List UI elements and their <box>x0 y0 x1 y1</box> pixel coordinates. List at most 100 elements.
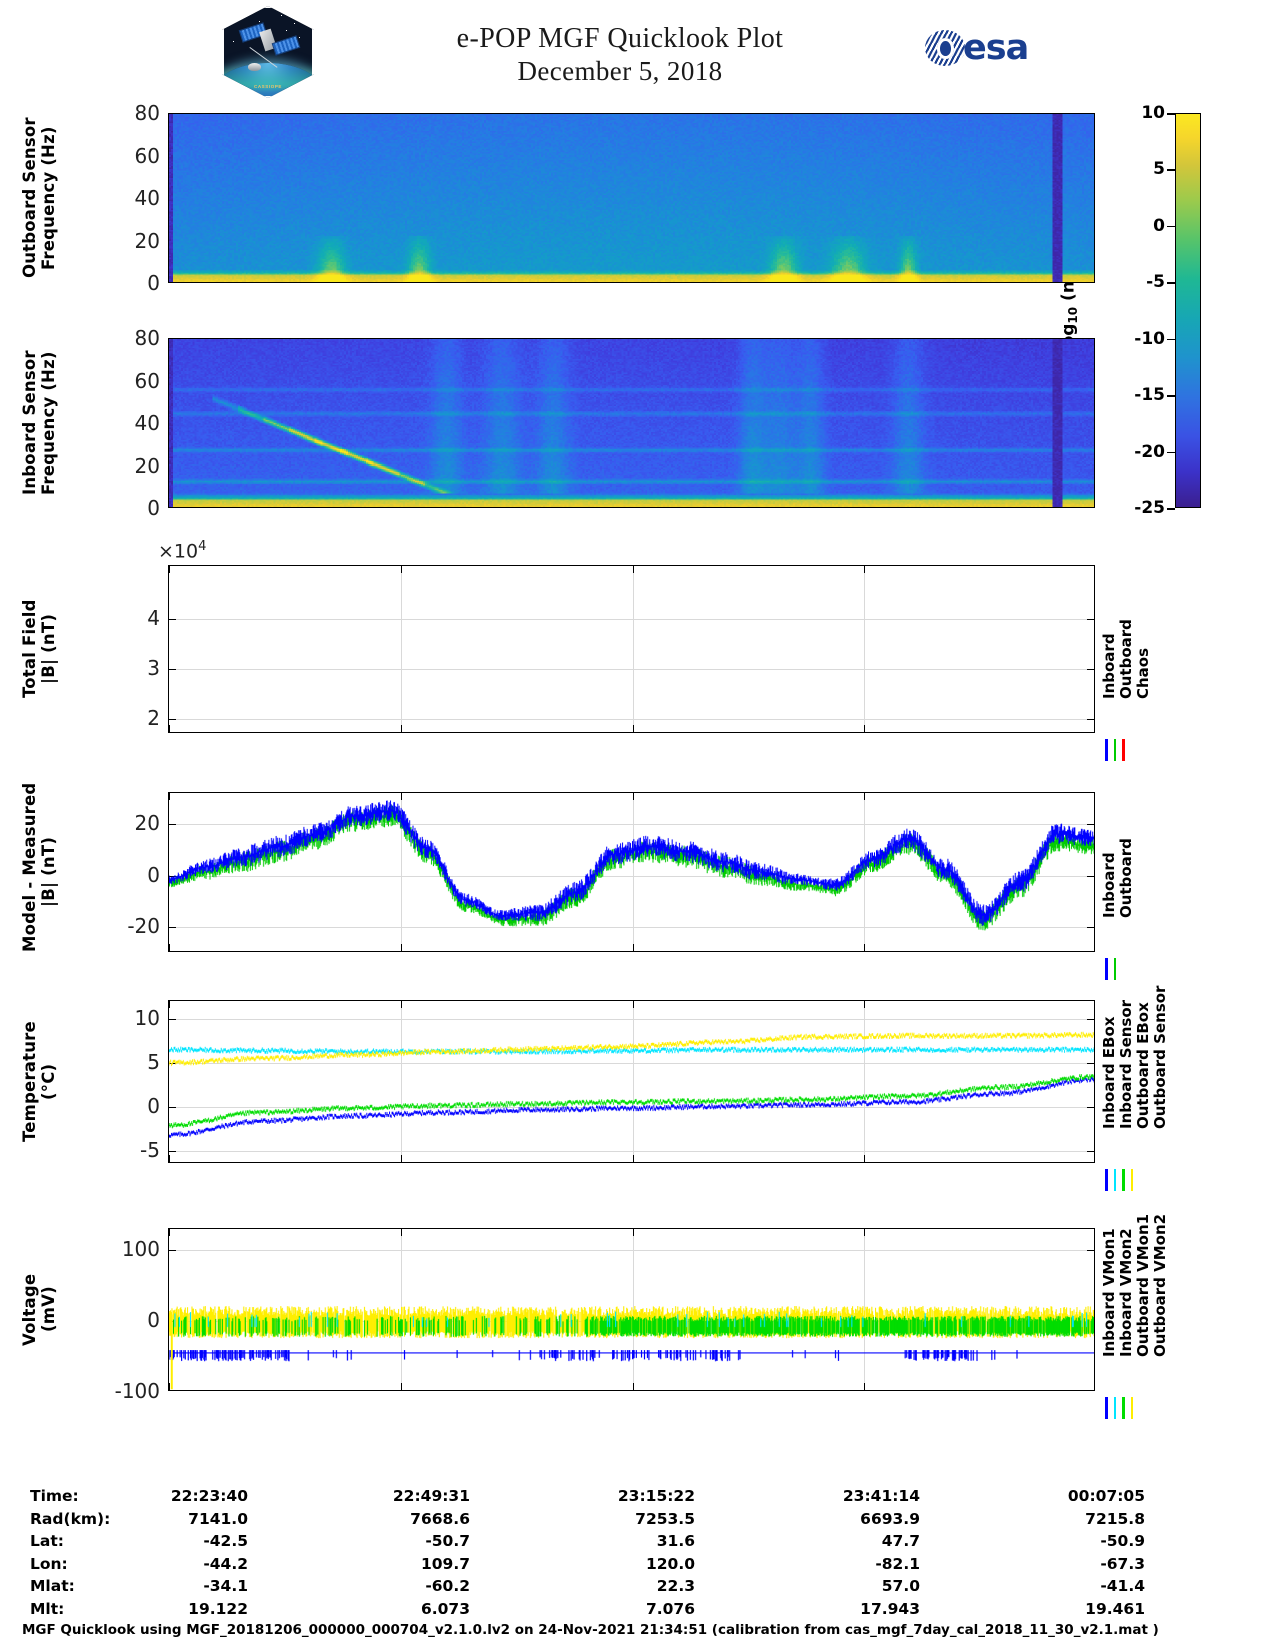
colorbar-tick <box>1167 395 1175 397</box>
legend-swatch-1 <box>1113 1397 1116 1419</box>
ephemeris-cell: -50.7 <box>425 1532 470 1550</box>
ephemeris-cell: 7215.8 <box>1085 1509 1145 1528</box>
ephemeris-row-label: Lon: <box>30 1554 68 1573</box>
colorbar-tick <box>1167 282 1175 284</box>
ephemeris-cell: -67.3 <box>1100 1554 1145 1573</box>
page-title: e-POP MGF Quicklook Plot December 5, 201… <box>330 22 910 87</box>
colorbar-tick-label: 10 <box>1141 103 1165 123</box>
ephemeris-row-label: Mlat: <box>30 1577 75 1595</box>
y-tick-label: 4 <box>147 605 160 630</box>
ephemeris-row-label: Mlt: <box>30 1599 65 1618</box>
legend-swatches-temperature <box>1105 1169 1133 1191</box>
y-axis-title-inboard-spectrogram: Inboard Sensor Frequency (Hz) <box>20 350 58 496</box>
y-tick-labels-temperature: 10 5 0 -5 <box>90 1000 160 1163</box>
colorbar-tick <box>1167 113 1175 115</box>
colorbar-tick <box>1167 508 1175 510</box>
page-header: CASSIOPE e-POP MGF Quicklook Plot Decemb… <box>0 0 1275 100</box>
ephemeris-cell: 6693.9 <box>860 1509 920 1528</box>
ephemeris-cell: 22.3 <box>656 1577 695 1595</box>
ephemeris-cell: 7668.6 <box>410 1509 470 1528</box>
y-tick-labels-voltage: 100 0 -100 <box>90 1228 160 1403</box>
ephemeris-cell: 7253.5 <box>635 1509 695 1528</box>
ephemeris-row: Time: 22:23:40 22:49:31 23:15:22 23:41:14 00:… <box>30 1487 1260 1510</box>
spectrogram-image <box>169 339 1094 507</box>
legend-swatch-3 <box>1130 1169 1133 1191</box>
ephemeris-cell: 7141.0 <box>188 1509 248 1528</box>
y-tick-labels-outboard-spectrogram: 80 60 40 20 0 <box>90 101 160 295</box>
y-tick-label: 2 <box>147 705 160 730</box>
ephemeris-row-label: Rad(km): <box>30 1509 111 1528</box>
ephemeris-cell: -50.9 <box>1100 1532 1145 1550</box>
panel-inboard-spectrogram <box>168 338 1095 508</box>
panel-outboard-spectrogram <box>168 113 1095 283</box>
series-plot <box>169 793 1094 951</box>
esa-logo-mark <box>925 30 965 66</box>
legend-swatch-3 <box>1130 1397 1133 1419</box>
y-tick-label: 0 <box>147 862 160 887</box>
legend-swatches-model-minus-measured <box>1105 958 1116 980</box>
y-tick-label: 60 <box>134 368 160 393</box>
legend-swatch-0 <box>1105 1169 1108 1191</box>
colorbar-tick-label: -25 <box>1134 498 1165 518</box>
provenance-caption: MGF Quicklook using MGF_20181206_000000_… <box>22 1622 1159 1638</box>
ephemeris-cell: 7.076 <box>645 1599 695 1618</box>
axes-voltage <box>168 1228 1095 1391</box>
cassiope-mission-logo: CASSIOPE <box>222 6 314 98</box>
ephemeris-cell: -60.2 <box>425 1577 470 1595</box>
y-tick-label: 3 <box>147 655 160 680</box>
legend-swatch-2 <box>1122 1397 1125 1419</box>
y-tick-labels-inboard-spectrogram: 80 60 40 20 0 <box>90 326 160 520</box>
ephemeris-cell: 23:41:14 <box>842 1487 920 1505</box>
ephemeris-cell: 109.7 <box>420 1554 470 1573</box>
ephemeris-cell: -42.5 <box>203 1532 248 1550</box>
legend-labels-total-field: Inboard Outboard Chaos <box>1100 619 1152 699</box>
y-tick-label: 0 <box>147 271 160 295</box>
y-tick-label: 100 <box>121 1237 160 1262</box>
y-axis-title-model-minus-measured: Model - Measured |B| (nT) <box>20 782 58 952</box>
axes-temperature <box>168 1000 1095 1163</box>
esa-logo: esa <box>925 28 1043 70</box>
ephemeris-cell: 23:15:22 <box>617 1487 695 1505</box>
cassiope-logo-label: CASSIOPE <box>253 84 283 89</box>
axes-outboard-spectrogram <box>168 113 1095 283</box>
ephemeris-cell: 22:49:31 <box>392 1487 470 1505</box>
ephemeris-table: Time: 22:23:40 22:49:31 23:15:22 23:41:14 00:… <box>30 1487 1260 1622</box>
legend-swatch-0 <box>1105 1397 1108 1419</box>
page-title-line-1: e-POP MGF Quicklook Plot <box>456 23 784 54</box>
axes-model-minus-measured <box>168 792 1095 952</box>
ephemeris-row: Rad(km): 7141.0 7668.6 7253.5 6693.9 7215.8 <box>30 1510 1260 1533</box>
legend-swatch-0 <box>1105 958 1108 980</box>
legend-swatch-0 <box>1105 739 1108 761</box>
y-tick-label: 20 <box>134 228 160 253</box>
panel-total-field <box>168 565 1095 733</box>
ephemeris-cell: -41.4 <box>1100 1577 1145 1595</box>
colorbar-tick-label: -15 <box>1134 385 1165 406</box>
legend-swatches-total-field <box>1105 739 1125 761</box>
ephemeris-row: Mlt: 19.122 6.073 7.076 17.943 19.461 <box>30 1600 1260 1623</box>
legend-swatch-1 <box>1113 739 1116 761</box>
legend-swatch-2 <box>1122 1169 1125 1191</box>
ephemeris-row: Mlat: -34.1 -60.2 22.3 57.0 -41.4 <box>30 1577 1260 1600</box>
ephemeris-cell: -34.1 <box>203 1577 248 1595</box>
ephemeris-cell: 22:23:40 <box>170 1487 248 1505</box>
ephemeris-cell: 120.0 <box>645 1554 695 1573</box>
axes-total-field <box>168 565 1095 733</box>
legend-labels-voltage: Inboard VMon1 Inboard VMon2 Outboard VMo… <box>1100 1213 1169 1357</box>
axes-inboard-spectrogram <box>168 338 1095 508</box>
ephemeris-cell: 57.0 <box>881 1577 920 1595</box>
ephemeris-cell: 31.6 <box>656 1532 695 1550</box>
y-tick-label: 0 <box>147 1308 160 1333</box>
ephemeris-row-label: Lat: <box>30 1532 64 1550</box>
colorbar-tick <box>1167 451 1175 454</box>
colorbar-gradient <box>1175 113 1201 508</box>
colorbar-tick-label: -5 <box>1146 272 1165 293</box>
page-title-line-2: December 5, 2018 <box>517 56 723 86</box>
y-axis-exponent-total-field: ×104 <box>158 539 207 563</box>
colorbar-tick-label: 5 <box>1153 159 1165 180</box>
y-tick-label: 0 <box>147 1093 160 1118</box>
y-tick-label: 40 <box>134 186 160 210</box>
legend-swatch-1 <box>1113 958 1116 980</box>
ephemeris-row: Lon: -44.2 109.7 120.0 -82.1 -67.3 <box>30 1555 1260 1578</box>
y-tick-label: -20 <box>127 914 160 939</box>
ephemeris-row: Lat: -42.5 -50.7 31.6 47.7 -50.9 <box>30 1532 1260 1555</box>
